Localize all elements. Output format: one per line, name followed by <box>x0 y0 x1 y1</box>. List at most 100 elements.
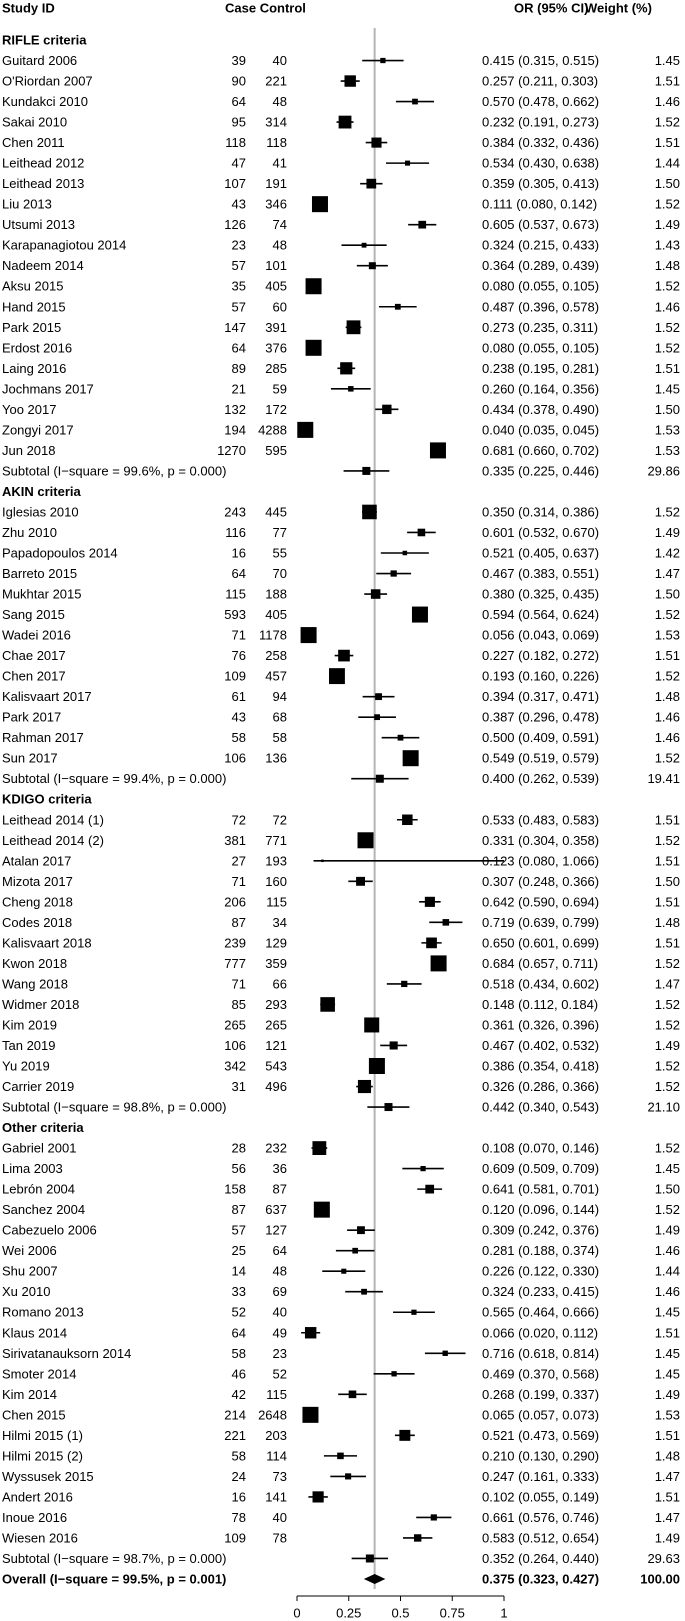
case-count: 31 <box>232 1079 246 1094</box>
control-count: 41 <box>273 156 287 171</box>
study-or-ci: 0.394 (0.317, 0.471) <box>482 689 599 704</box>
control-count: 232 <box>265 1141 287 1156</box>
control-count: 58 <box>273 730 287 745</box>
subtotal-marker <box>384 1103 393 1112</box>
study-or-ci: 0.641 (0.581, 0.701) <box>482 1182 599 1197</box>
study-marker <box>405 160 411 166</box>
x-tick-label: 0.25 <box>336 1606 361 1621</box>
study-weight: 1.53 <box>655 422 680 437</box>
control-count: 595 <box>265 443 287 458</box>
study-weight: 1.53 <box>655 628 680 643</box>
control-count: 78 <box>273 1530 287 1545</box>
study-or-ci: 0.065 (0.057, 0.073) <box>482 1407 599 1422</box>
study-marker <box>375 693 382 701</box>
study-marker <box>328 668 345 685</box>
case-count: 28 <box>232 1141 246 1156</box>
case-count: 39 <box>232 53 246 68</box>
study-marker <box>366 178 377 189</box>
control-count: 141 <box>265 1489 287 1504</box>
study-or-ci: 0.247 (0.161, 0.333) <box>482 1469 599 1484</box>
control-count: 87 <box>273 1182 287 1197</box>
study-name: Sanchez 2004 <box>2 1202 85 1217</box>
control-count: 293 <box>265 997 287 1012</box>
study-weight: 1.48 <box>655 915 680 930</box>
study-marker <box>380 57 386 64</box>
study-marker <box>337 1452 344 1460</box>
study-weight: 1.48 <box>655 258 680 273</box>
case-count: 23 <box>232 238 246 253</box>
control-count: 2648 <box>258 1407 287 1422</box>
study-name: Mizota 2017 <box>2 874 73 889</box>
study-or-ci: 0.281 (0.188, 0.374) <box>482 1243 599 1258</box>
case-count: 239 <box>224 935 246 950</box>
subtotal-or-ci: 0.400 (0.262, 0.539) <box>482 771 599 786</box>
case-count: 90 <box>232 74 246 89</box>
study-or-ci: 0.583 (0.512, 0.654) <box>482 1530 599 1545</box>
control-count: 49 <box>273 1325 287 1340</box>
control-count: 193 <box>265 853 287 868</box>
study-name: Chen 2015 <box>2 1407 66 1422</box>
study-weight: 1.52 <box>655 504 680 519</box>
control-count: 457 <box>265 669 287 684</box>
case-count: 35 <box>232 279 246 294</box>
study-name: Park 2015 <box>2 320 61 335</box>
group-title: Other criteria <box>2 1120 84 1135</box>
case-count: 72 <box>232 812 246 827</box>
control-count: 4288 <box>258 422 287 437</box>
control-count: 405 <box>265 607 287 622</box>
study-marker <box>397 734 404 741</box>
study-weight: 1.52 <box>655 320 680 335</box>
study-weight: 1.45 <box>655 1305 680 1320</box>
study-name: Gabriel 2001 <box>2 1141 76 1156</box>
subtotal-weight: 21.10 <box>647 1100 680 1115</box>
study-weight: 1.44 <box>655 156 680 171</box>
study-marker <box>401 980 408 988</box>
control-count: 258 <box>265 648 287 663</box>
study-name: Papadopoulos 2014 <box>2 546 118 561</box>
study-weight: 1.49 <box>655 217 680 232</box>
study-marker <box>368 1058 385 1074</box>
study-name: Chen 2017 <box>2 669 66 684</box>
control-count: 118 <box>266 135 287 150</box>
case-count: 21 <box>232 381 246 396</box>
case-count: 214 <box>224 1407 246 1422</box>
study-name: Kalisvaart 2018 <box>2 935 92 950</box>
case-count: 109 <box>224 1530 246 1545</box>
study-or-ci: 0.716 (0.618, 0.814) <box>482 1346 599 1361</box>
study-or-ci: 0.609 (0.509, 0.709) <box>482 1161 599 1176</box>
study-or-ci: 0.080 (0.055, 0.105) <box>482 279 599 294</box>
study-or-ci: 0.521 (0.405, 0.637) <box>482 546 599 561</box>
case-count: 194 <box>224 422 246 437</box>
case-count: 64 <box>232 1325 246 1340</box>
case-count: 58 <box>232 1448 246 1463</box>
study-or-ci: 0.549 (0.519, 0.579) <box>482 751 599 766</box>
subtotal-label: Subtotal (I−square = 98.8%, p = 0.000) <box>2 1100 226 1115</box>
study-weight: 1.51 <box>655 135 680 150</box>
study-name: Leithead 2014 (1) <box>2 812 104 827</box>
study-weight: 1.45 <box>655 1346 680 1361</box>
study-or-ci: 0.719 (0.639, 0.799) <box>482 915 599 930</box>
study-or-ci: 0.111 (0.080, 0.142) <box>482 197 597 212</box>
study-marker <box>382 404 392 415</box>
x-tick-label: 0.5 <box>391 1606 409 1621</box>
study-name: Romano 2013 <box>2 1305 84 1320</box>
study-or-ci: 0.066 (0.020, 0.112) <box>482 1325 598 1340</box>
study-name: Utsumi 2013 <box>2 217 75 232</box>
study-marker <box>391 1371 397 1377</box>
study-weight: 1.51 <box>655 1325 680 1340</box>
study-weight: 1.47 <box>655 1469 680 1484</box>
study-name: Kwon 2018 <box>2 956 67 971</box>
header-weight: Weight (%) <box>585 1 652 16</box>
case-count: 126 <box>224 217 246 232</box>
control-count: 188 <box>265 587 287 602</box>
study-weight: 1.52 <box>655 197 680 212</box>
control-count: 115 <box>266 894 287 909</box>
case-count: 47 <box>232 156 246 171</box>
case-count: 78 <box>232 1510 246 1525</box>
overall-diamond <box>363 1574 386 1584</box>
study-or-ci: 0.467 (0.383, 0.551) <box>482 566 599 581</box>
study-weight: 1.52 <box>655 997 680 1012</box>
study-marker <box>442 919 450 926</box>
study-marker <box>312 1491 324 1503</box>
study-weight: 1.52 <box>655 1141 680 1156</box>
